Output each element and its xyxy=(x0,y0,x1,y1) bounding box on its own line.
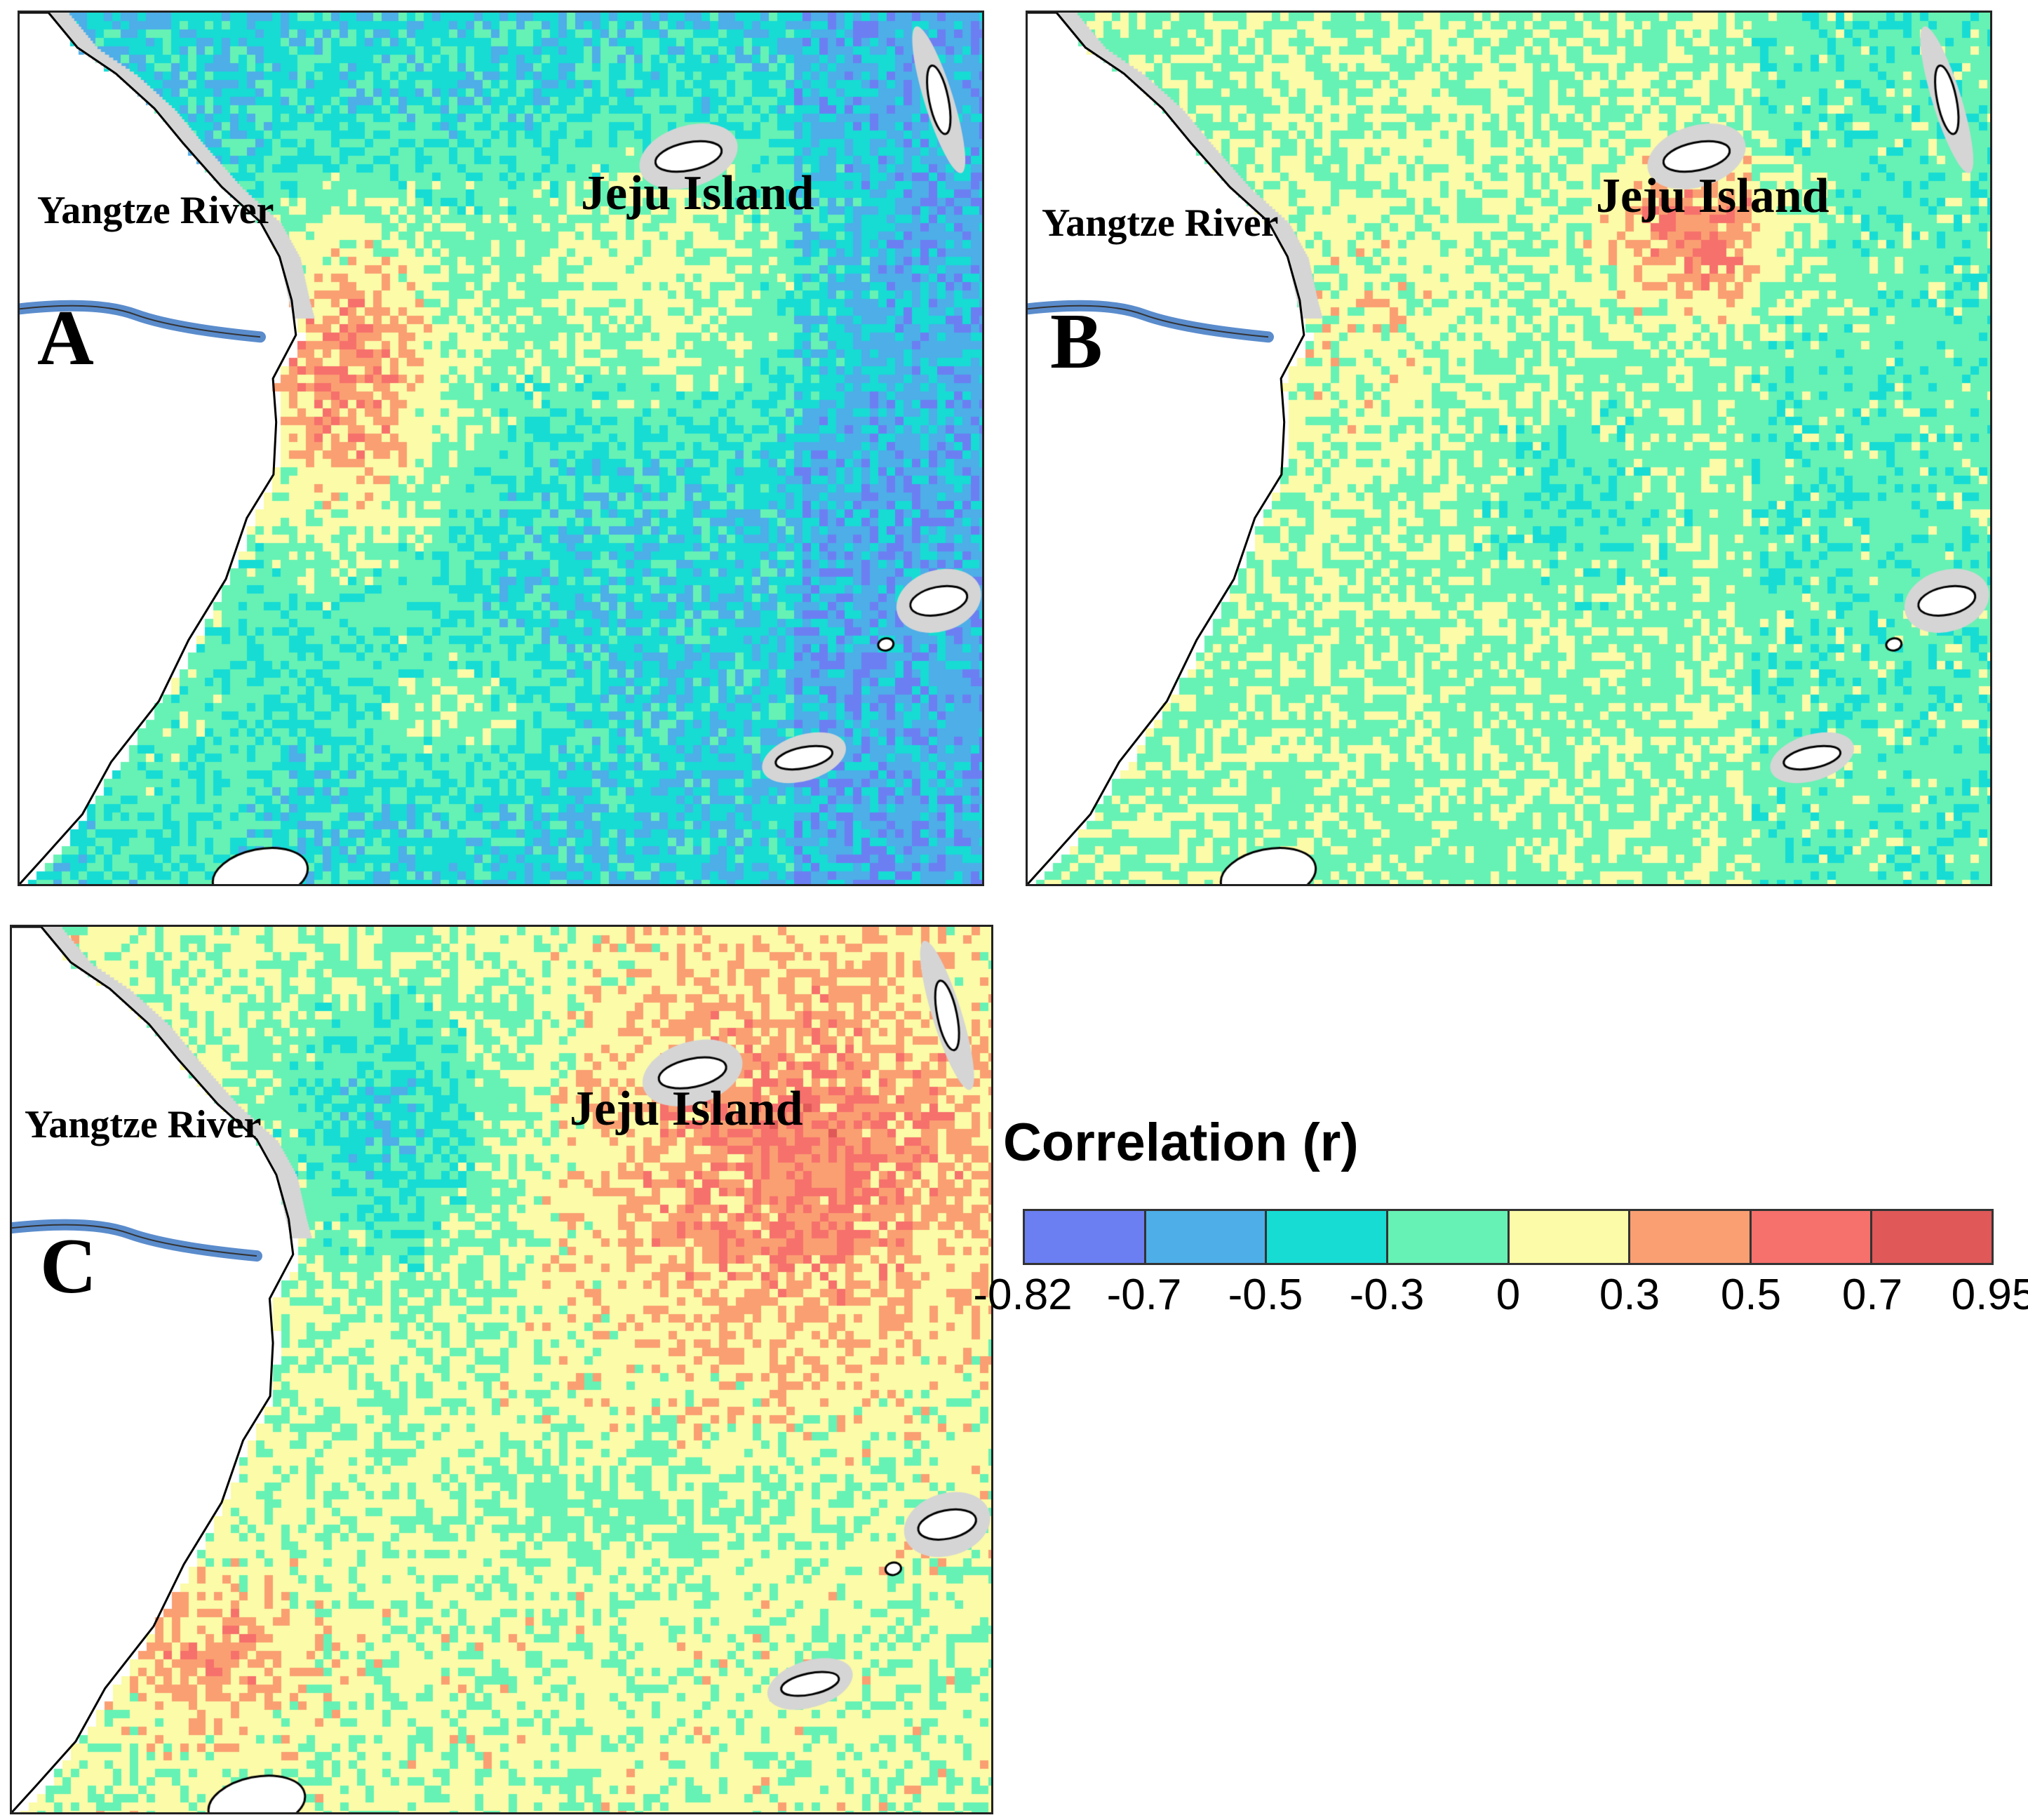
correlation-raster-a xyxy=(20,13,982,884)
map-panel-a: Yangtze River Jeju Island A xyxy=(18,11,984,886)
coastline-b xyxy=(1028,13,1305,884)
yangtze-river-label-b: Yangtze River xyxy=(1042,201,1279,245)
legend-colorbar xyxy=(1023,1209,1994,1265)
legend-swatch xyxy=(1388,1211,1510,1263)
panel-letter-c: C xyxy=(40,1223,97,1310)
legend-swatch xyxy=(1146,1211,1268,1263)
coastline-c xyxy=(12,927,295,1812)
legend-tick-label: -0.3 xyxy=(1349,1271,1425,1319)
panel-letter-a: A xyxy=(37,295,94,382)
coastline-path xyxy=(12,927,295,1812)
legend-tick-label: 0.95 xyxy=(1951,1271,2028,1319)
legend-tick-label: 0.7 xyxy=(1841,1271,1903,1319)
coastline-a xyxy=(20,13,297,884)
legend-tick-label: -0.7 xyxy=(1106,1271,1182,1319)
legend-tick-label: -0.82 xyxy=(973,1271,1073,1319)
correlation-raster-b xyxy=(1028,13,1990,884)
map-panel-b: Yangtze River Jeju Island B xyxy=(1026,11,1992,886)
coastline-path xyxy=(1028,13,1305,884)
correlation-raster-c xyxy=(12,927,991,1812)
legend-swatch xyxy=(1630,1211,1752,1263)
jeju-island-label-a: Jeju Island xyxy=(581,166,814,220)
legend-swatch xyxy=(1267,1211,1388,1263)
map-panel-c: Yangtze River Jeju Island C xyxy=(10,925,993,1814)
jeju-island-label-c: Jeju Island xyxy=(570,1082,803,1136)
legend-tick-label: 0 xyxy=(1496,1271,1521,1319)
jeju-island-label-b: Jeju Island xyxy=(1596,169,1829,223)
panel-letter-b: B xyxy=(1050,298,1103,385)
river-outline xyxy=(12,1224,257,1257)
legend-title: Correlation (r) xyxy=(1003,1113,1359,1172)
legend-tick-label: 0.5 xyxy=(1720,1271,1782,1319)
yangtze-river-label-a: Yangtze River xyxy=(37,189,274,232)
legend-swatch xyxy=(1751,1211,1873,1263)
river-outline xyxy=(1028,305,1269,338)
legend-tick-label: -0.5 xyxy=(1228,1271,1303,1319)
legend-tick-label: 0.3 xyxy=(1599,1271,1660,1319)
coastline-path xyxy=(20,13,297,884)
yangtze-river-label-c: Yangtze River xyxy=(25,1103,262,1146)
legend-swatch xyxy=(1025,1211,1146,1263)
legend-swatch xyxy=(1872,1211,1992,1263)
river-outline xyxy=(20,305,261,338)
legend-swatch xyxy=(1509,1211,1631,1263)
